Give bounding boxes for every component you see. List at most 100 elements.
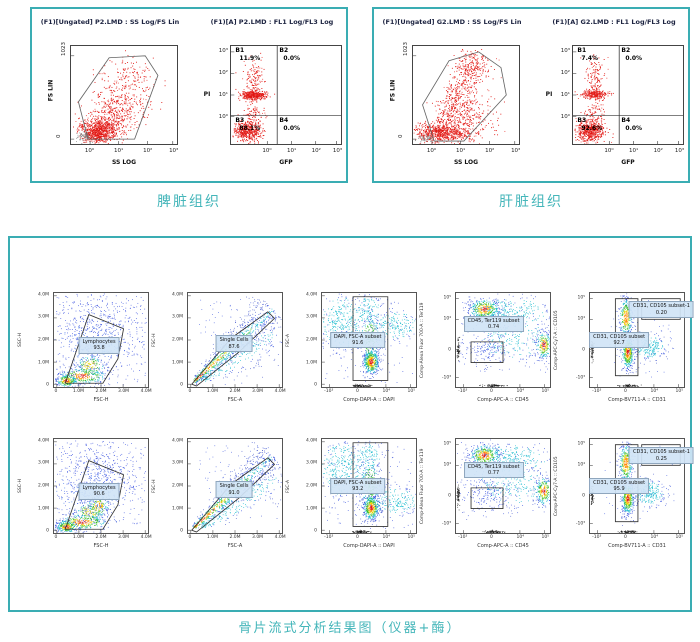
y-tick: 0 <box>397 134 404 139</box>
y-tick: 3.0M <box>37 314 49 320</box>
plot-frame: CD45, Ter119 subset 0.77 <box>455 438 551 534</box>
x-tick: 0 <box>54 535 58 540</box>
x-tick: 0 <box>188 389 192 394</box>
gate-label: DAPI, FSC-A subset 91.6 <box>329 331 386 349</box>
y-tick: 4.0M <box>305 292 317 298</box>
y-tick: 10³ <box>560 48 570 54</box>
y-tick: 2.0M <box>171 337 183 343</box>
y-axis-label: FS LIN <box>389 79 397 102</box>
gate-label: CD45, Ter119 subset 0.74 <box>463 315 524 333</box>
y-axis-label: Comp-APC-Cy7-A :: CD105 <box>554 456 559 516</box>
bone-chip-caption: 骨片流式分析结果图（仪器+酶） <box>238 621 462 636</box>
y-tick: 10⁰ <box>560 114 570 120</box>
x-axis-label: FSC-A <box>227 543 243 549</box>
y-axis-ticks: 10⁵ 10⁴ 0 -10³ <box>562 292 589 388</box>
y-axis-label: PI <box>545 91 553 98</box>
y-axis-ticks: 4.0M 3.0M 2.0M 1.0M 0 <box>294 292 321 388</box>
x-tick: 10⁴ <box>382 389 391 394</box>
gate-name: CD31, CD105 subset <box>593 333 646 340</box>
y-axis-ticks: 10⁵ 10⁴ 0 -10³ <box>428 438 455 534</box>
plot-title: (F1)[Ungated] P2.LMD : SS Log/FS Lin <box>40 18 180 26</box>
tissue-panel-liver: (F1)[Ungated] G2.LMD : SS Log/FS Lin (F1… <box>372 7 690 183</box>
y-axis-label: FSC-A <box>286 333 291 347</box>
gate-name: CD31, CD105 subset-1 <box>632 449 690 456</box>
flow-plot-r1c1: SSC-H 4.0M 3.0M 2.0M 1.0M 0 Lymphocytes 93.8 0 1.… <box>15 292 152 403</box>
x-tick: 0 <box>624 389 627 394</box>
x-tick: 10⁵ <box>675 535 683 540</box>
x-tick: 10⁰ <box>262 148 272 154</box>
x-axis-ticks: 0 1.0M 2.0M 3.0M 4.0M <box>53 388 151 396</box>
y-tick: 1023 <box>403 42 409 56</box>
x-tick: 10³ <box>674 148 685 154</box>
y-axis-ticks: 10⁵ 10⁴ 0 -10³ <box>562 438 589 534</box>
x-axis-ticks: -10³ 0 10⁴ 10⁵ <box>589 388 685 396</box>
y-axis-label: Comp-APC-Cy7-A :: CD105 <box>554 310 559 370</box>
x-tick: 3.0M <box>118 389 130 394</box>
y-tick: 3.0M <box>171 460 183 466</box>
x-tick: 2.0M <box>229 389 241 394</box>
quadrant-stat-b1: B1 11.9% <box>235 46 261 63</box>
tissue-panel-spleen: (F1)[Ungated] P2.LMD : SS Log/FS Lin (F1… <box>30 7 348 183</box>
x-tick: 2.0M <box>229 535 241 540</box>
flow-plot-r2c1: SSC-H 4.0M 3.0M 2.0M 1.0M 0 Lymphocytes 90.6 0 1.… <box>15 438 152 549</box>
bone-chip-panel: SSC-H 4.0M 3.0M 2.0M 1.0M 0 Lymphocytes 93.8 0 1.… <box>8 236 694 612</box>
gate-value: 91.6 <box>352 339 364 346</box>
y-tick: 1.0M <box>37 360 49 366</box>
x-axis-ticks: -10³ 0 10⁴ 10⁵ <box>321 388 417 396</box>
gate-name: DAPI, FSC-A subset <box>333 333 382 340</box>
y-tick: 0 <box>46 382 49 388</box>
gate-label: Lymphocytes 93.8 <box>78 337 120 354</box>
x-tick: 1.0M <box>72 535 84 540</box>
x-axis-ticks: -10³ 0 10⁴ 10⁵ <box>321 534 417 542</box>
pi-gfp-quadrant-plot: PI 10³ 10² 10¹ 10⁰ B1 7.4% B2 0.0% B3 92.6%… <box>546 45 684 166</box>
x-axis-label: SS LOG <box>111 159 137 166</box>
x-tick: 10⁴ <box>382 535 391 540</box>
x-axis-ticks: 0 1.0M 2.0M 3.0M 4.0M <box>187 388 285 396</box>
plot-frame: DAPI, FSC-A subset 93.2 <box>321 438 417 534</box>
x-tick: 10³ <box>511 148 521 154</box>
y-axis-ticks: 4.0M 3.0M 2.0M 1.0M 0 <box>26 292 53 388</box>
y-tick: 10⁵ <box>577 295 585 301</box>
x-tick: -10³ <box>592 389 602 394</box>
gate-value: 91.0 <box>228 489 240 496</box>
y-tick: 10⁴ <box>443 462 451 468</box>
y-tick: 2.0M <box>37 483 49 489</box>
gate-name: Lymphocytes <box>82 339 116 346</box>
y-tick: 0 <box>448 493 451 499</box>
plot-frame: B1 7.4% B2 0.0% B3 92.6% B4 0.0% <box>572 45 684 145</box>
y-tick: 2.0M <box>37 337 49 343</box>
y-tick: 0 <box>46 528 49 534</box>
x-axis-label: Comp-DAPI-A :: DAPI <box>343 397 395 403</box>
x-axis-label: Comp-APC-A :: CD45 <box>477 397 529 403</box>
x-axis-label: FSC-H <box>93 397 109 403</box>
x-tick: 2.0M <box>95 389 107 394</box>
y-axis-label: FSC-A <box>286 479 291 493</box>
x-tick: -10³ <box>324 389 334 394</box>
x-tick: 10³ <box>332 148 343 154</box>
x-tick: -10³ <box>592 535 602 540</box>
y-tick: -10³ <box>575 521 585 527</box>
y-tick: 10² <box>218 70 228 76</box>
liver-caption: 肝脏组织 <box>499 194 563 210</box>
x-tick: 10⁰ <box>426 148 437 154</box>
x-axis-label: FSC-A <box>227 397 243 403</box>
y-tick: 0 <box>180 382 183 388</box>
gate-name: CD45, Ter119 subset <box>467 317 520 324</box>
x-tick: 10⁴ <box>650 389 659 394</box>
pi-gfp-quadrant-plot: PI 10³ 10² 10¹ 10⁰ B1 11.9% B2 0.0% B3 88.1… <box>204 45 342 166</box>
y-tick: 1.0M <box>171 360 183 366</box>
plot-frame: Lymphocytes 93.8 <box>53 292 149 388</box>
y-tick: 0 <box>582 347 585 353</box>
y-tick: 10⁵ <box>443 295 451 301</box>
quadrant-stat-b4: B4 0.0% <box>621 116 643 132</box>
y-tick: 1.0M <box>305 506 317 512</box>
x-axis-label: Comp-APC-A :: CD45 <box>477 543 529 549</box>
x-axis-label: Comp-BV711-A :: CD31 <box>608 543 666 549</box>
gate-name: Single Cells <box>219 337 249 344</box>
x-tick: 10⁵ <box>541 535 549 540</box>
gate-value: 93.8 <box>93 345 105 352</box>
y-axis-ticks: 4.0M 3.0M 2.0M 1.0M 0 <box>294 438 321 534</box>
y-tick: 4.0M <box>171 292 183 298</box>
flow-row-1: SSC-H 4.0M 3.0M 2.0M 1.0M 0 Lymphocytes 93.8 0 1.… <box>15 292 694 403</box>
x-tick: 10¹ <box>628 148 639 154</box>
